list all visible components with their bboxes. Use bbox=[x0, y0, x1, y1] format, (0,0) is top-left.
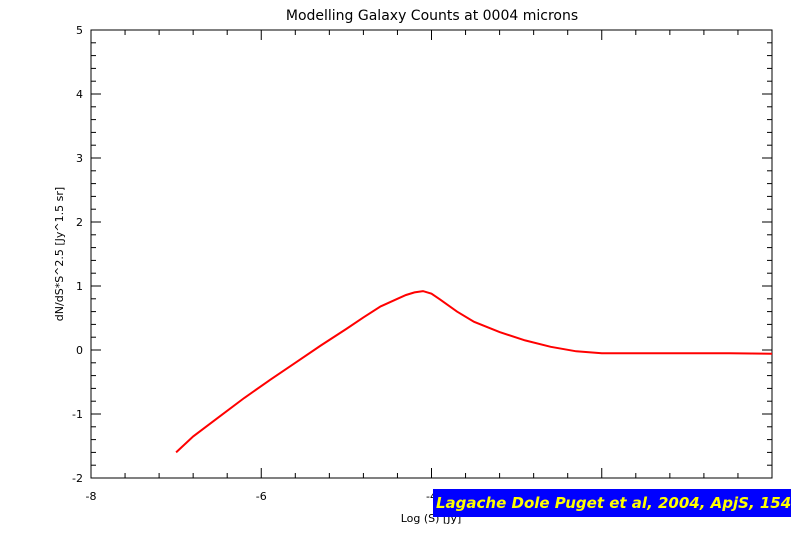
y-tick-label: 2 bbox=[76, 216, 83, 229]
y-tick-label: -2 bbox=[72, 472, 83, 485]
x-tick-label: -8 bbox=[86, 490, 97, 503]
chart-title: Modelling Galaxy Counts at 0004 microns bbox=[286, 8, 578, 24]
citation-banner: Lagache Dole Puget et al, 2004, ApjS, 15… bbox=[433, 489, 791, 517]
y-tick-label: 3 bbox=[76, 152, 83, 165]
axis-tick-labels: -8 -6 -4 -2 -1 0 1 2 3 4 5 bbox=[72, 24, 437, 503]
x-tick-label: -6 bbox=[256, 490, 267, 503]
axis-ticks bbox=[90, 29, 773, 479]
series-line bbox=[175, 290, 773, 454]
y-tick-label: 4 bbox=[76, 88, 83, 101]
y-tick-label: 5 bbox=[76, 24, 83, 37]
y-tick-label: 1 bbox=[76, 280, 83, 293]
plot-frame bbox=[90, 29, 773, 479]
y-tick-label: 0 bbox=[76, 344, 83, 357]
y-tick-label: -1 bbox=[72, 408, 83, 421]
y-axis-label: dN/dS*S^2.5 [Jy^1.5 sr] bbox=[53, 187, 66, 321]
x-tick-label: -4 bbox=[426, 490, 437, 503]
